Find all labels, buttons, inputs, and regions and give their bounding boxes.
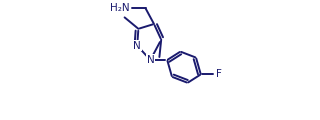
Text: N: N (147, 55, 154, 65)
Text: N: N (133, 41, 141, 51)
Text: H₂N: H₂N (110, 3, 129, 13)
Text: F: F (216, 69, 222, 79)
